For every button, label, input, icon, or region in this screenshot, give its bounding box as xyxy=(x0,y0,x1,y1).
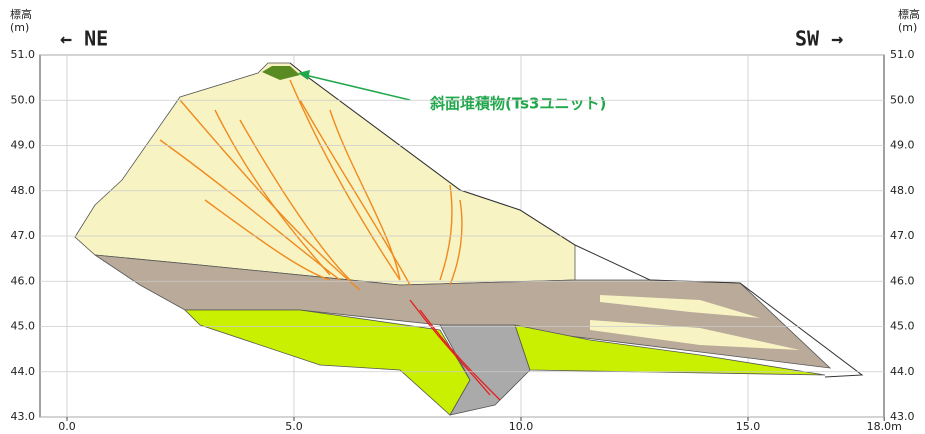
y-tick-label: 43.0 xyxy=(890,410,915,423)
annotation-arrow xyxy=(304,74,411,101)
axis-title: 標高 xyxy=(10,7,32,21)
axis-unit: (m) xyxy=(898,21,917,34)
x-tick-label: 10.0 xyxy=(509,420,534,433)
y-tick-label: 50.0 xyxy=(11,93,36,106)
y-tick-label: 48.0 xyxy=(890,184,915,197)
y-tick-label: 47.0 xyxy=(890,229,915,242)
lime-layer xyxy=(514,324,826,376)
faults xyxy=(409,299,501,401)
x-tick-label: 5.0 xyxy=(285,420,303,433)
yellow-lens xyxy=(600,295,760,318)
y-tick-label: 44.0 xyxy=(890,365,915,378)
x-tick-label: 0.0 xyxy=(58,420,76,433)
y-tick-label: 47.0 xyxy=(11,229,36,242)
y-tick-label: 48.0 xyxy=(11,184,36,197)
y-tick-label: 49.0 xyxy=(890,139,915,152)
y-tick-label: 49.0 xyxy=(11,139,36,152)
y-tick-label: 50.0 xyxy=(890,93,915,106)
annotation: 斜面堆積物(Ts3ユニット) xyxy=(429,95,606,113)
y-tick-label: 45.0 xyxy=(11,320,36,333)
direction: ← NE xyxy=(60,27,108,51)
yellow-lens xyxy=(590,320,800,350)
cracks xyxy=(159,79,463,291)
direction: SW → xyxy=(795,27,843,51)
x-tick-label: 15.0 xyxy=(736,420,761,433)
y-tick-label: 44.0 xyxy=(11,365,36,378)
y-tick-label: 51.0 xyxy=(890,48,915,61)
outline xyxy=(289,62,864,378)
y-tick-label: 43.0 xyxy=(11,410,36,423)
x-tick-label: 18.0m xyxy=(867,420,902,433)
y-tick-label: 51.0 xyxy=(11,48,36,61)
slope-deposit xyxy=(262,66,300,80)
y-tick-label: 46.0 xyxy=(11,274,36,287)
arrow-head xyxy=(298,70,310,80)
y-tick-label: 46.0 xyxy=(890,274,915,287)
axis-title: 標高 xyxy=(898,7,920,21)
y-tick-label: 45.0 xyxy=(890,320,915,333)
axis-unit: (m) xyxy=(10,21,29,34)
